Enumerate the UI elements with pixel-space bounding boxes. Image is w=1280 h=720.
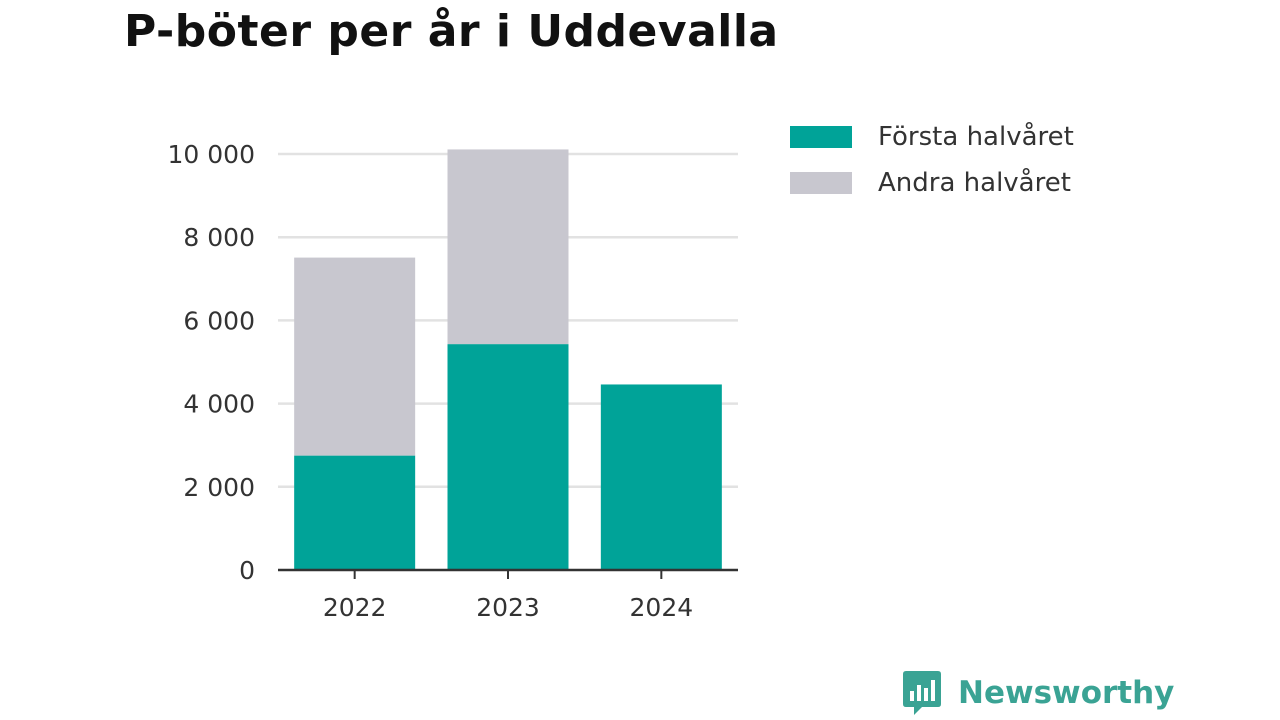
y-tick-label-1: 2 000 bbox=[183, 473, 255, 502]
y-tick-label-0: 0 bbox=[239, 556, 255, 585]
y-tick-label-4: 8 000 bbox=[183, 223, 255, 252]
legend-label-first-half: Första halvåret bbox=[878, 122, 1074, 152]
y-tick-label-2: 4 000 bbox=[183, 390, 255, 419]
y-tick-label-5: 10 000 bbox=[168, 140, 255, 169]
bar-chart-speech-bubble-icon bbox=[903, 671, 941, 715]
x-tick-label-2024: 2024 bbox=[630, 593, 694, 622]
brand-name: Newsworthy bbox=[958, 675, 1175, 711]
legend-swatch-second-half bbox=[790, 172, 852, 194]
bar-2024-series-0 bbox=[600, 384, 722, 570]
legend-item-first-half: Första halvåret bbox=[790, 114, 1074, 160]
brand: Newsworthy bbox=[902, 670, 1174, 716]
x-tick-label-2022: 2022 bbox=[323, 593, 387, 622]
chart-title: P-böter per år i Uddevalla bbox=[124, 6, 779, 57]
legend: Första halvåret Andra halvåret bbox=[790, 114, 1074, 206]
bar-2023-series-1 bbox=[447, 149, 569, 345]
bar-2022-series-0 bbox=[294, 455, 416, 570]
legend-swatch-first-half bbox=[790, 126, 852, 148]
bar-2023-series-0 bbox=[447, 344, 569, 570]
x-tick-label-2023: 2023 bbox=[476, 593, 540, 622]
y-tick-label-3: 6 000 bbox=[183, 306, 255, 335]
legend-label-second-half: Andra halvåret bbox=[878, 168, 1071, 198]
legend-item-second-half: Andra halvåret bbox=[790, 160, 1074, 206]
bar-2022-series-1 bbox=[294, 257, 416, 456]
